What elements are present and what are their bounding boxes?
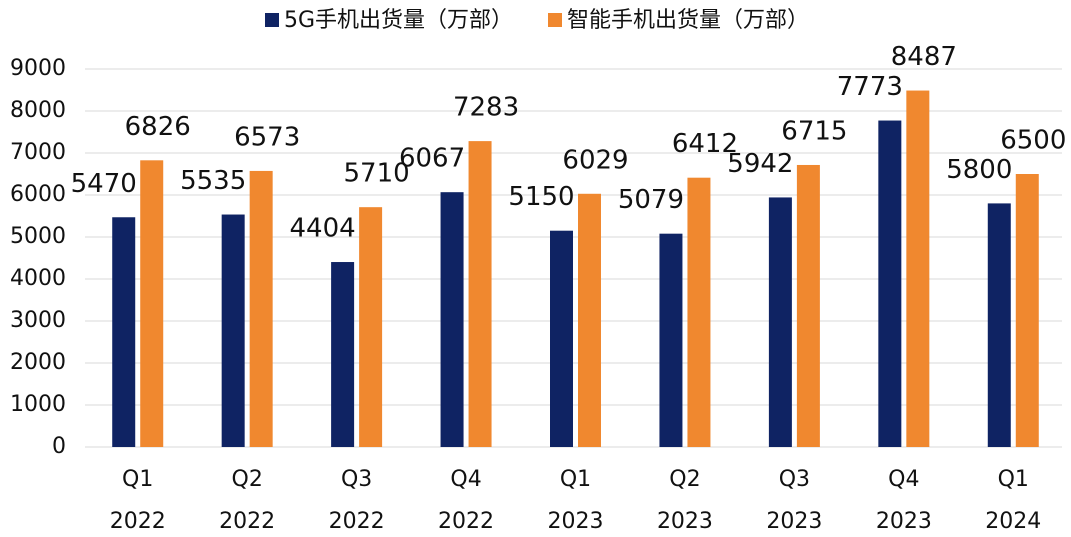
y-tick-label: 5000 (10, 224, 66, 249)
y-tick-label: 1000 (10, 392, 66, 417)
x-tick-label: Q3 (779, 467, 810, 492)
data-label: 5942 (727, 149, 793, 179)
bar (906, 90, 930, 448)
bar (359, 207, 383, 447)
legend-label: 5G手机出货量（万部） (284, 8, 513, 33)
data-label: 8487 (891, 42, 957, 72)
y-tick-label: 0 (52, 434, 66, 459)
x-tick-label: 2023 (876, 509, 932, 534)
y-tick-label: 2000 (10, 350, 66, 375)
x-tick-label: Q1 (998, 467, 1029, 492)
x-tick-label: 2024 (985, 509, 1041, 534)
bar (987, 203, 1011, 447)
y-tick-label: 3000 (10, 308, 66, 333)
bar (687, 177, 711, 448)
data-label: 5150 (508, 182, 574, 212)
x-tick-label: Q4 (450, 467, 481, 492)
data-label: 6029 (562, 145, 628, 175)
data-label: 6715 (781, 116, 847, 146)
y-tick-label: 4000 (10, 266, 66, 291)
data-label: 5535 (180, 166, 246, 196)
data-label: 6826 (125, 112, 191, 142)
bar (440, 192, 464, 447)
data-label: 6573 (234, 122, 300, 152)
y-tick-label: 6000 (10, 182, 66, 207)
x-tick-label: Q1 (560, 467, 591, 492)
x-tick-label: Q1 (122, 467, 153, 492)
x-tick-label: Q2 (232, 467, 263, 492)
x-tick-label: 2023 (766, 509, 822, 534)
bar (768, 197, 792, 447)
data-label: 6067 (399, 144, 465, 174)
data-label: 4404 (290, 214, 356, 244)
bar (140, 160, 164, 448)
bar (249, 170, 273, 447)
bar (578, 193, 601, 447)
data-label: 5470 (71, 169, 137, 199)
legend-swatch (265, 13, 279, 27)
data-label: 5800 (946, 155, 1012, 185)
x-tick-label: Q2 (669, 467, 700, 492)
bar (112, 217, 136, 447)
y-tick-label: 9000 (10, 56, 66, 81)
x-tick-label: Q4 (888, 467, 919, 492)
x-tick-label: 2022 (219, 509, 275, 534)
x-tick-label: 2022 (110, 509, 166, 534)
data-label: 6500 (1000, 126, 1066, 156)
bar (550, 230, 573, 447)
legend-swatch (548, 13, 562, 27)
legend-label: 智能手机出货量（万部） (567, 8, 809, 33)
data-label: 5710 (344, 159, 410, 189)
x-tick-label: 2022 (438, 509, 494, 534)
x-tick-label: Q3 (341, 467, 372, 492)
bar (659, 233, 683, 447)
x-tick-label: 2023 (657, 509, 713, 534)
bar (796, 164, 820, 447)
data-label: 7773 (837, 72, 903, 102)
bar (221, 214, 245, 447)
x-tick-label: 2022 (329, 509, 385, 534)
x-tick-label: 2023 (548, 509, 604, 534)
data-label: 5079 (618, 185, 684, 215)
data-label: 6412 (672, 129, 738, 159)
bar (1015, 174, 1039, 447)
y-tick-label: 8000 (10, 98, 66, 123)
bar (878, 120, 902, 447)
bar (468, 141, 492, 447)
y-tick-label: 7000 (10, 140, 66, 165)
bar (331, 262, 355, 447)
data-label: 7283 (453, 93, 519, 123)
